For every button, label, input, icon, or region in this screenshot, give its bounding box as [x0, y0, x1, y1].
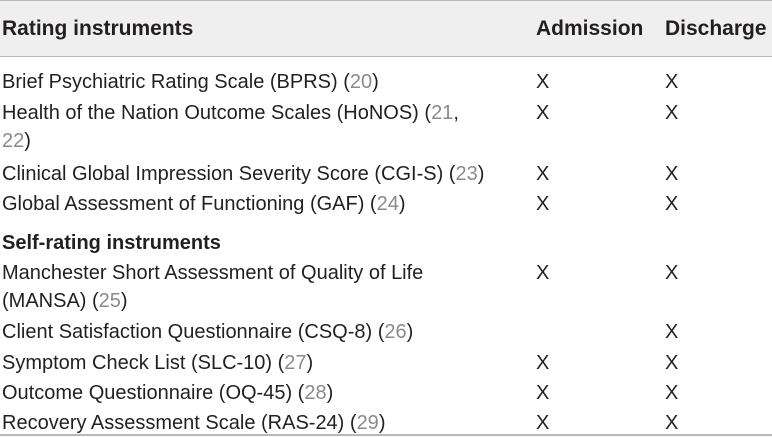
discharge-mark: X — [665, 262, 679, 284]
instrument-name: Recovery Assessment Scale (RAS-24) (29) — [2, 412, 386, 434]
instrument-name: Clinical Global Impression Severity Scor… — [2, 163, 485, 185]
discharge-mark: X — [665, 71, 679, 93]
reference-link[interactable]: 21 — [431, 102, 454, 124]
discharge-mark: X — [665, 382, 679, 404]
reference-link[interactable]: 20 — [349, 71, 373, 93]
discharge-mark: X — [665, 321, 679, 343]
instrument-name: Brief Psychiatric Rating Scale (BPRS) (2… — [2, 71, 379, 93]
reference-link[interactable]: 24 — [376, 193, 399, 215]
reference-link[interactable]: 23 — [455, 163, 478, 185]
instrument-name: Global Assessment of Functioning (GAF) (… — [2, 193, 406, 215]
admission-mark: X — [536, 71, 550, 93]
discharge-mark: X — [665, 193, 679, 215]
reference-link[interactable]: 29 — [356, 412, 379, 434]
admission-mark: X — [536, 163, 550, 185]
reference-link[interactable]: 22 — [2, 130, 25, 152]
admission-mark: X — [536, 412, 550, 434]
instrument-name: Manchester Short Assessment of Quality o… — [2, 262, 424, 312]
admission-mark: X — [536, 193, 550, 215]
instrument-name: Outcome Questionnaire (OQ-45) (28) — [2, 382, 334, 404]
reference-link[interactable]: 28 — [304, 382, 327, 404]
header-instrument: Rating instruments — [2, 17, 194, 40]
discharge-mark: X — [665, 412, 679, 434]
admission-mark: X — [536, 102, 550, 124]
table-bottom-rule — [0, 434, 772, 436]
admission-mark: X — [536, 382, 550, 404]
discharge-mark: X — [665, 163, 679, 185]
discharge-mark: X — [665, 352, 679, 374]
section-title: Self-rating instruments — [2, 232, 221, 254]
instrument-name: Symptom Check List (SLC-10) (27) — [2, 352, 314, 374]
table-header: Rating instruments Admission Discharge — [0, 0, 772, 57]
reference-link[interactable]: 26 — [384, 321, 407, 343]
instrument-name: Health of the Nation Outcome Scales (HoN… — [2, 102, 459, 152]
reference-link[interactable]: 27 — [284, 352, 307, 374]
header-admission: Admission — [536, 17, 644, 40]
admission-mark: X — [536, 352, 550, 374]
header-discharge: Discharge — [665, 17, 767, 40]
admission-mark: X — [536, 262, 550, 284]
reference-link[interactable]: 25 — [98, 290, 121, 312]
instrument-name: Client Satisfaction Questionnaire (CSQ-8… — [2, 321, 414, 343]
discharge-mark: X — [665, 102, 679, 124]
